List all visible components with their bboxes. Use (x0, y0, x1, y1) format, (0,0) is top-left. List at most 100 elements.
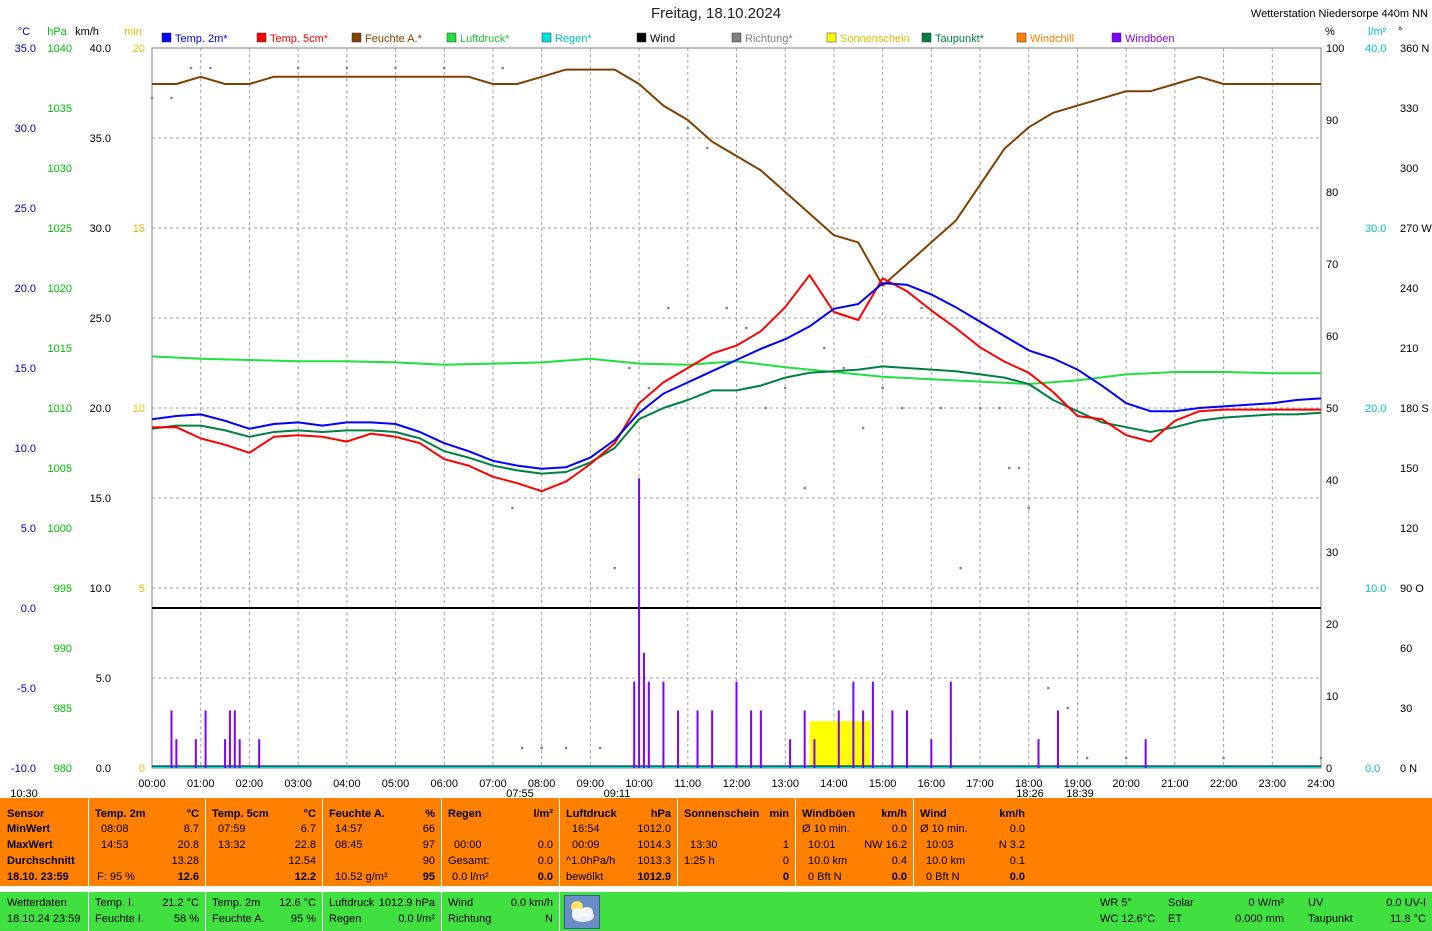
stats-wind-r3-label: 10.0 km (926, 855, 966, 867)
series-temp-2m (151, 282, 1322, 470)
legend-swatch (731, 32, 742, 43)
stats-rain-header: Regen (448, 808, 482, 820)
current-et-label: ET (1168, 913, 1183, 925)
time-marker-moon: 09:11 (604, 788, 631, 798)
current-feuchte-a-label: Feuchte A. (212, 913, 265, 925)
tick-label-humidity_pct: 100 (1326, 43, 1344, 55)
stats-wind: Wind km/h Ø 10 min. 0.0 10:03 N 3.2 10.0… (913, 798, 1031, 886)
x-tick-label: 07:00 (479, 778, 507, 790)
tick-label-humidity_pct: 70 (1326, 259, 1338, 271)
tick-label-pressure_hpa: 995 (54, 583, 72, 595)
stats-temp5cm-header: Temp. 5cm (212, 808, 269, 820)
current-weather-icon-cell (559, 892, 1100, 931)
tick-label-direction_deg: 330 (1400, 103, 1418, 115)
legend-swatch (921, 32, 932, 43)
x-tick-label: 11:00 (674, 778, 701, 790)
direction-point (842, 366, 845, 370)
stats-temp2m-header: Temp. 2m (95, 808, 146, 820)
tick-label-sun_min: 5 (139, 583, 145, 595)
stats-wind-last-label: 0 Bft N (926, 871, 960, 883)
tick-label-pressure_hpa: 1005 (48, 463, 72, 475)
tick-label-pressure_hpa: 1010 (48, 403, 72, 415)
direction-point (501, 66, 505, 70)
sunshine-bar (809, 721, 871, 768)
stats-pressure-last-label: bewölkt (566, 871, 604, 883)
x-tick-label: 22:00 (1210, 778, 1238, 790)
legend-swatch (636, 32, 647, 43)
tick-label-humidity_pct: 50 (1326, 403, 1338, 415)
current-station: Wetterdaten 18.10.24 23:59 (0, 892, 88, 931)
direction-point (686, 126, 690, 130)
series-humidity (152, 68, 1321, 287)
x-tick-label: 01:00 (187, 778, 215, 790)
direction-point (959, 566, 962, 570)
direction-point (1222, 756, 1225, 760)
tick-label-direction_deg: 0 N (1400, 763, 1417, 775)
stats-rain-r3-label: 0.0 l/m² (452, 871, 489, 883)
direction-point (628, 366, 631, 370)
station-name: Wetterstation Niedersorpe 440m NN (1250, 8, 1428, 20)
legend-swatch (161, 32, 172, 43)
direction-point (564, 746, 568, 750)
stats-rain-r0: 0.0 (537, 839, 553, 851)
axis-unit-left: km/h (75, 26, 99, 38)
stats-temp5cm-min-time: 07:59 (218, 823, 246, 835)
legend-swatch (446, 32, 457, 43)
direction-point (1085, 756, 1089, 760)
tick-label-sun_min: 0 (139, 763, 145, 775)
stats-pressure: Luftdruck hPa 16:54 1012.0 00:09 1014.3 … (559, 798, 677, 886)
tick-label-temp_c: 30.0 (15, 123, 36, 135)
tick-label-temp_c: 5.0 (21, 523, 36, 535)
direction-point (1066, 706, 1070, 710)
direction-point (296, 66, 300, 70)
legend-swatch (1111, 32, 1122, 43)
series-pressure (151, 355, 1321, 385)
legend-swatch (351, 32, 362, 43)
direction-point (189, 66, 193, 70)
x-tick-label: 13:00 (771, 778, 799, 790)
tick-label-temp_c: 35.0 (15, 43, 36, 55)
current-feuchte-a: 95 % (290, 913, 316, 925)
tick-label-wind_kmh: 35.0 (90, 133, 111, 145)
stats-temp2m-max-time: 14:53 (101, 839, 129, 851)
stats-gusts-last: 0.0 (891, 871, 907, 883)
x-tick-label: 12:00 (723, 778, 751, 790)
tick-label-sun_min: 20 (133, 43, 145, 55)
direction-point (511, 506, 514, 510)
stats-humidity-max-time: 08:45 (335, 839, 363, 851)
direction-point (998, 406, 1001, 410)
tick-label-pressure_hpa: 985 (54, 703, 72, 715)
stats-gusts-r3: 0.4 (891, 855, 907, 867)
direction-point (861, 426, 865, 430)
time-marker-sunrise: 07:55 (506, 788, 534, 798)
current-pressure: Luftdruck 1012.9 hPa Regen 0.0 l/m² (322, 892, 441, 931)
current-uv: UV 0.0 UV-I Taupunkt 11.8 °C (1308, 892, 1428, 931)
current-uv: 0.0 UV-I (1386, 897, 1426, 909)
series-temp-5cm (152, 274, 1321, 493)
stats-rain-r2-label: Gesamt: (448, 855, 490, 867)
tick-label-direction_deg: 150 (1400, 463, 1418, 475)
direction-point (1124, 756, 1128, 760)
tick-label-wind_kmh: 10.0 (90, 583, 111, 595)
legend-label: Temp. 2m* (175, 33, 228, 45)
stats-humidity-unit: % (425, 808, 435, 820)
direction-point (442, 66, 446, 70)
tick-label-direction_deg: 180 S (1400, 403, 1429, 415)
stats-temp2m-max: 20.8 (177, 839, 199, 851)
direction-point (705, 146, 709, 150)
axis-unit-left: °C (18, 26, 30, 38)
legend-swatch (826, 32, 837, 43)
tick-label-humidity_pct: 40 (1326, 475, 1338, 487)
tick-label-pressure_hpa: 1040 (48, 43, 72, 55)
time-marker-moonrise: 10:30 (10, 788, 38, 798)
current-wr-wc: WR 5° WC 12.6°C (1100, 892, 1160, 931)
current-taupunkt-label: Taupunkt (1308, 913, 1353, 925)
stats-humidity-min-time: 14:57 (335, 823, 363, 835)
stats-temp5cm-last: 12.2 (294, 871, 316, 883)
current-temp-i-label: Temp. I. (95, 897, 135, 909)
legend-label: Windchill (1030, 33, 1074, 45)
stats-gusts-r2-label: 10:01 (808, 839, 836, 851)
row-label-max: MaxWert (7, 839, 53, 851)
direction-point (394, 66, 397, 70)
stats-temp5cm-avg: 12.54 (288, 855, 316, 867)
